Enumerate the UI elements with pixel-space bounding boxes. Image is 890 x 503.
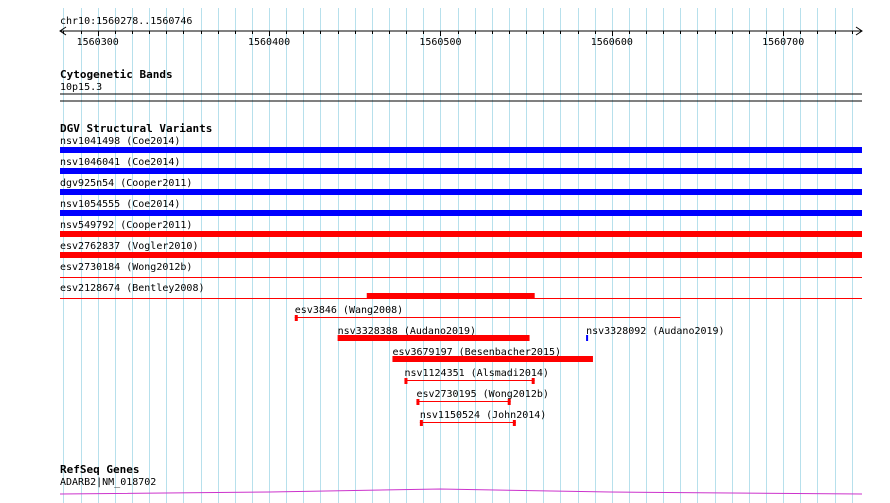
gene-label: ADARB2|NM_018702	[60, 477, 156, 488]
sv-feature-label: nsv1041498 (Coe2014)	[60, 136, 180, 147]
cytoband-label: 10p15.3	[60, 82, 102, 93]
sv-feature-label: nsv1150524 (John2014)	[420, 410, 546, 421]
locus-label: chr10:1560278..1560746	[60, 16, 192, 27]
sv-feature-cap	[419, 420, 423, 426]
sv-feature-tick	[586, 335, 589, 341]
sv-feature-bar	[60, 168, 862, 174]
sv-feature[interactable]	[366, 293, 535, 299]
sv-feature-bar	[366, 293, 535, 299]
sv-feature-label: nsv3328388 (Audano2019)	[338, 326, 476, 337]
dgv-partial-features: esv3846 (Wang2008) nsv3328388 (Audano2019…	[294, 293, 725, 426]
sv-feature-bar	[60, 147, 862, 153]
dgv-track-title: DGV Structural Variants	[60, 122, 212, 135]
sv-feature-label: esv2762837 (Vogler2010)	[60, 241, 198, 252]
tick-label: 1560300	[77, 37, 119, 48]
sv-feature[interactable]: esv3846 (Wang2008)	[294, 305, 681, 321]
sv-feature[interactable]: esv2762837 (Vogler2010)	[60, 241, 862, 258]
sv-feature[interactable]: dgv925n54 (Cooper2011)	[60, 178, 862, 195]
tick-label: 1560400	[248, 37, 290, 48]
sv-feature[interactable]: nsv1124351 (Alsmadi2014)	[404, 368, 549, 384]
tick-label: 1560700	[762, 37, 804, 48]
sv-feature-bar	[392, 356, 593, 362]
sv-feature[interactable]: nsv3328388 (Audano2019)	[337, 326, 530, 341]
sv-feature[interactable]: esv2730184 (Wong2012b)	[60, 262, 862, 278]
sv-feature-label: nsv1054555 (Coe2014)	[60, 199, 180, 210]
sv-feature-label: nsv3328092 (Audano2019)	[586, 326, 724, 337]
sv-feature[interactable]: nsv3328092 (Audano2019)	[586, 326, 725, 341]
sv-feature-label: esv2730184 (Wong2012b)	[60, 262, 192, 273]
arrow-right-icon	[855, 26, 863, 36]
sv-feature-label: nsv549792 (Cooper2011)	[60, 220, 192, 231]
sv-feature-label: esv2128674 (Bentley2008)	[60, 283, 205, 294]
sv-feature-label: esv3846 (Wang2008)	[295, 305, 403, 316]
ruler-track[interactable]: chr10:1560278..1560746 1560300 1560400 156…	[59, 16, 863, 48]
sv-feature[interactable]: nsv1150524 (John2014)	[419, 410, 546, 426]
cytoband-track-title: Cytogenetic Bands	[60, 68, 173, 81]
sv-feature-label: esv3679197 (Besenbacher2015)	[392, 347, 561, 358]
sv-feature[interactable]: nsv1054555 (Coe2014)	[60, 199, 862, 216]
sv-feature-bar	[337, 335, 530, 341]
sv-feature-cap	[404, 378, 408, 384]
sv-feature-bar	[60, 231, 862, 237]
sv-feature-bar	[60, 210, 862, 216]
sv-feature[interactable]: nsv1041498 (Coe2014)	[60, 136, 862, 153]
dgv-full-span-features: nsv1041498 (Coe2014) nsv1046041 (Coe2014)…	[60, 136, 862, 299]
sv-feature-label: esv2730195 (Wong2012b)	[416, 389, 548, 400]
sv-feature-cap	[294, 315, 298, 321]
sv-feature-bar	[60, 252, 862, 258]
dgv-track[interactable]: DGV Structural Variants nsv1041498 (Coe2…	[60, 122, 862, 426]
sv-feature-cap	[531, 378, 535, 384]
tick-label: 1560600	[591, 37, 633, 48]
tick-label: 1560500	[419, 37, 461, 48]
sv-feature[interactable]: nsv549792 (Cooper2011)	[60, 220, 862, 237]
refseq-track-title: RefSeq Genes	[60, 463, 139, 476]
sv-feature-label: dgv925n54 (Cooper2011)	[60, 178, 192, 189]
sv-feature[interactable]: esv2730195 (Wong2012b)	[416, 389, 549, 405]
sv-feature-label: nsv1124351 (Alsmadi2014)	[404, 368, 549, 379]
sv-feature-label: nsv1046041 (Coe2014)	[60, 157, 180, 168]
sv-feature[interactable]: esv3679197 (Besenbacher2015)	[392, 347, 593, 362]
sv-feature-bar	[60, 189, 862, 195]
ruler-ticks: 1560300 1560400 1560500 1560600 1560700	[63, 31, 853, 48]
sv-feature-cap	[512, 420, 516, 426]
refseq-track[interactable]: RefSeq Genes ADARB2|NM_018702	[59, 463, 863, 495]
gene-feature-line[interactable]	[59, 488, 863, 495]
sv-feature-cap	[507, 399, 511, 405]
cytoband-track[interactable]: Cytogenetic Bands 10p15.3	[60, 68, 862, 102]
sv-feature-cap	[416, 399, 420, 405]
sv-feature[interactable]: nsv1046041 (Coe2014)	[60, 157, 862, 174]
